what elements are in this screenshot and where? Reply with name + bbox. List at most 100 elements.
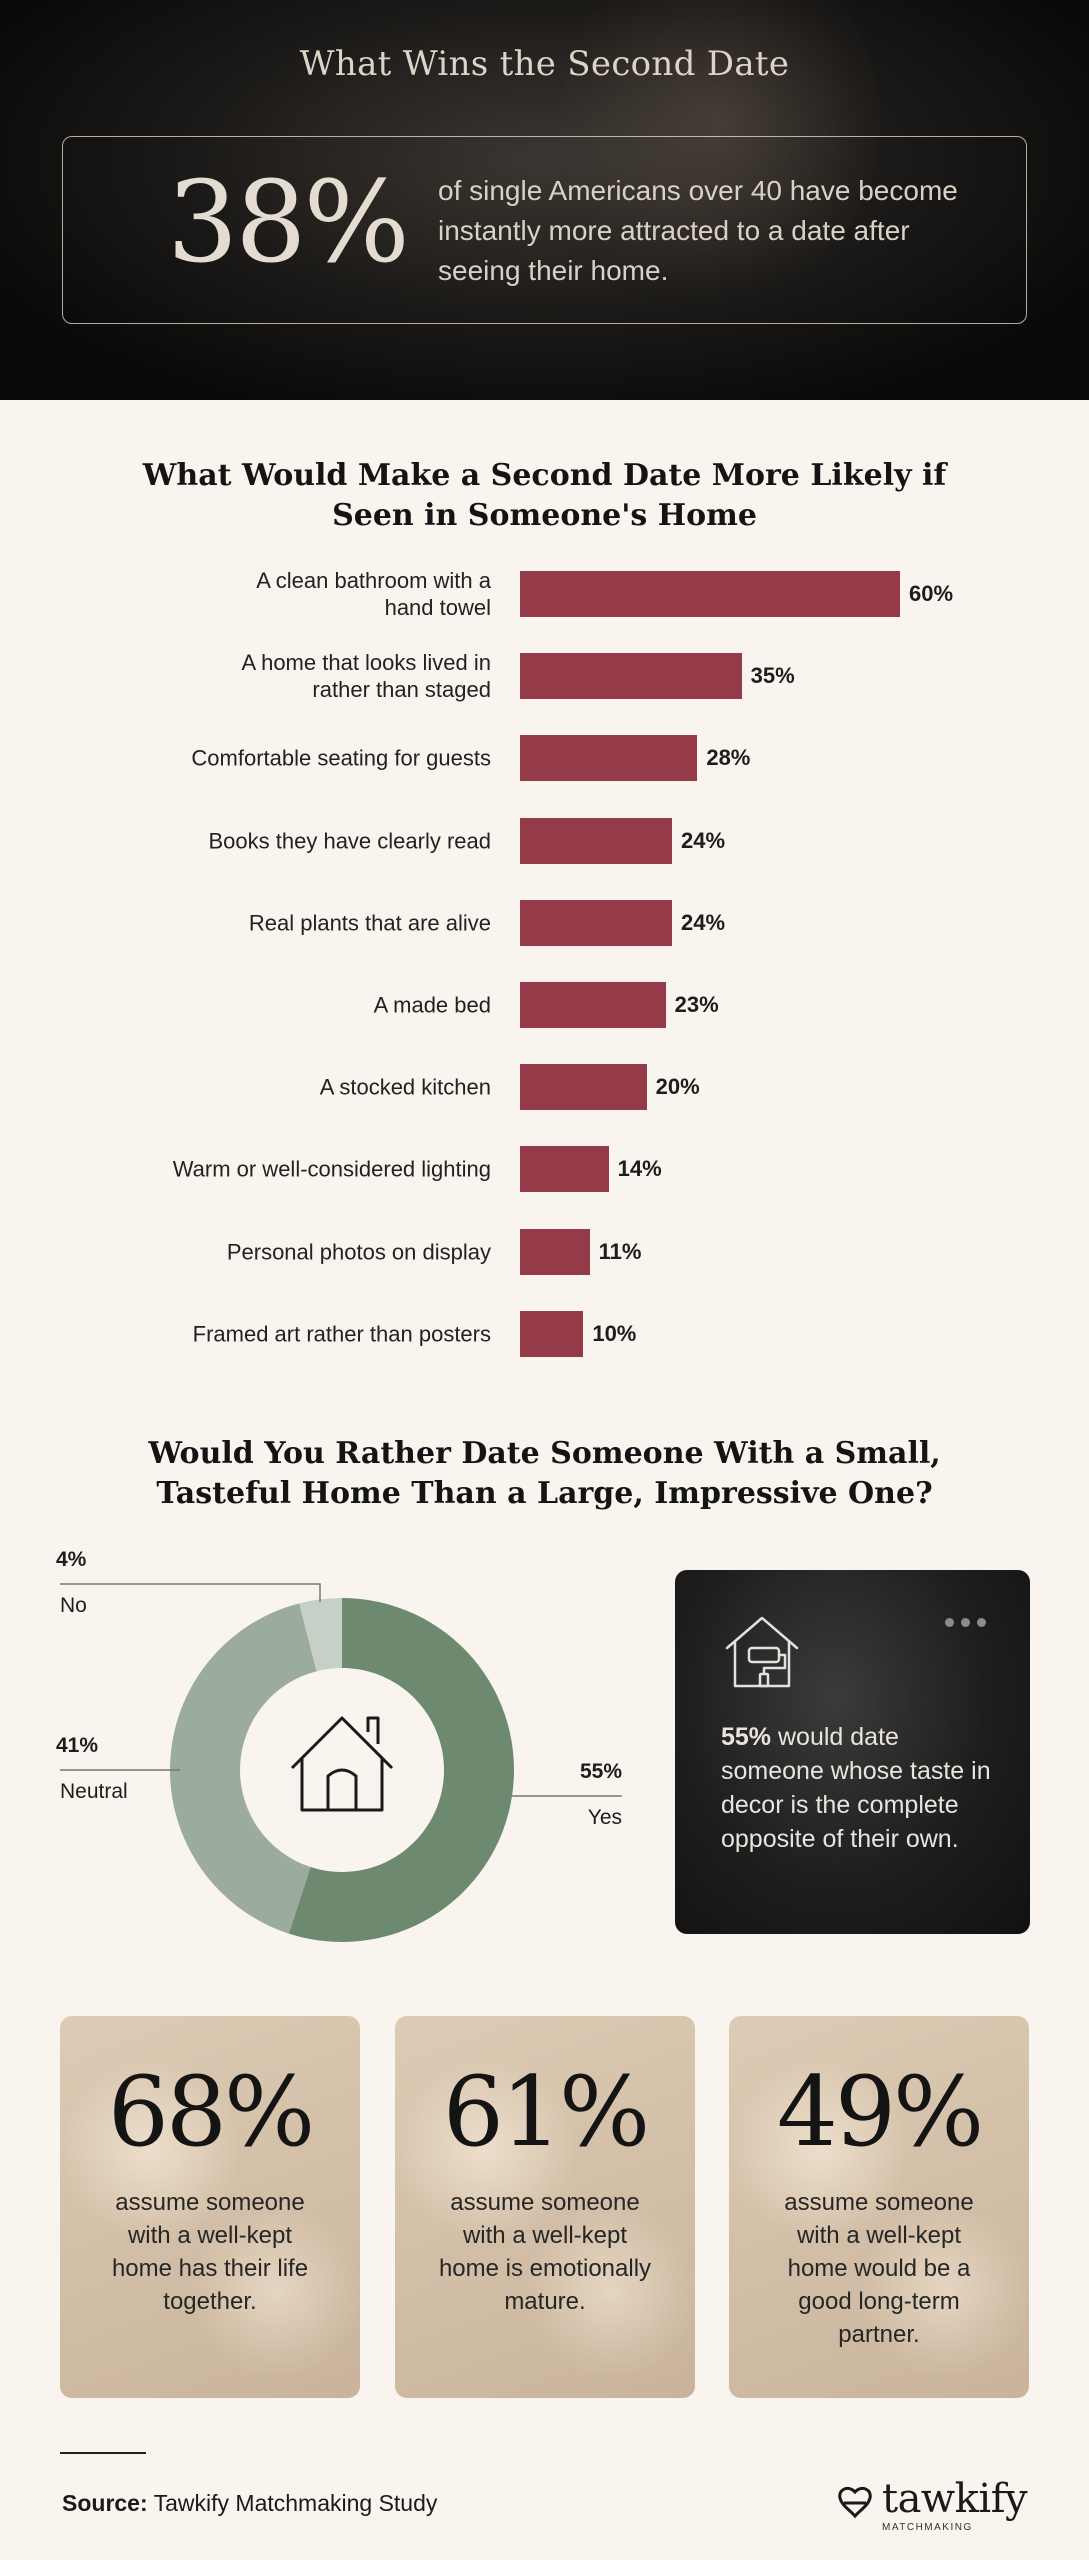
house-paint-roller-icon — [725, 1616, 799, 1688]
bar — [520, 1146, 609, 1193]
bar-category-label-line: A clean bathroom with a — [256, 568, 491, 593]
donut-category-label: Neutral — [60, 1780, 128, 1803]
bar-row: Warm or well-considered lighting 14% — [0, 1139, 1089, 1199]
hero-background-photo — [560, 0, 880, 300]
stat-card-text: assume someone with a well-kept home has… — [111, 2189, 309, 2315]
bar — [520, 571, 900, 617]
bar-category-label-line: hand towel — [384, 595, 491, 620]
bar-category-label-line: Real plants that are alive — [248, 910, 491, 936]
brand-name: tawkify — [882, 2476, 1028, 2522]
bar — [520, 653, 742, 700]
stat-card-life-together: 68% assume someone with a well-kept home… — [60, 2016, 360, 2398]
brand-sub: MATCHMAKING — [882, 2522, 973, 2533]
hero-stat-text: of single Americans over 40 have become … — [438, 175, 958, 286]
donut-category-label: Yes — [588, 1806, 622, 1829]
bar-row: A clean bathroom with a hand towel 60% — [0, 564, 1089, 624]
bar-value-label: 28% — [706, 745, 751, 771]
bar-chart: A clean bathroom with a hand towel 60% A ho… — [0, 560, 1089, 1380]
tawkify-logo-icon — [838, 2486, 872, 2519]
donut-chart-title: Would You Rather Date Someone With a Sma… — [0, 1434, 1089, 1514]
stat-card-value: 61% — [442, 2056, 650, 2168]
bar-category-label-line: Warm or well-considered lighting — [172, 1156, 491, 1182]
stat-card-text: assume someone with a well-kept home is … — [438, 2189, 652, 2315]
donut-slice-no — [299, 1598, 342, 1672]
donut-leader-line — [60, 1583, 321, 1602]
donut-value-label: 4% — [56, 1548, 87, 1571]
source-label: Source: — [62, 2490, 148, 2516]
decor-stat-text: 55% would date someone whose taste in de… — [721, 1720, 1001, 1856]
bar-value-label: 11% — [598, 1238, 642, 1264]
bar-row: A stocked kitchen 20% — [0, 1057, 1089, 1117]
bar-row: Books they have clearly read 24% — [0, 811, 1089, 871]
bar-category-label: A stocked kitchen — [51, 1074, 491, 1101]
hero-stat-box: 38% of single Americans over 40 have bec… — [62, 136, 1027, 324]
bar-category-label-line: A home that looks lived in — [241, 650, 491, 676]
bar-row: A home that looks lived in rather than st… — [0, 646, 1089, 706]
stat-card-emotionally-mature: 61% assume someone with a well-kept home… — [395, 2016, 695, 2398]
bar-category-label: A home that looks lived in rather than st… — [51, 649, 491, 703]
decor-stat-value: 55% — [721, 1723, 772, 1751]
bar — [520, 982, 666, 1028]
bar-category-label-line: Comfortable seating for guests — [191, 745, 491, 771]
donut-chart: 55% Yes 41% Neutral 4% No — [40, 1540, 660, 1970]
bar — [520, 735, 698, 782]
bar-row: Framed art rather than posters 10% — [0, 1304, 1089, 1364]
brand-logo: tawkify MATCHMAKING — [836, 2476, 1036, 2536]
hero-title: What Wins the Second Date — [299, 44, 790, 84]
bar-category-label: Real plants that are alive — [51, 909, 491, 936]
bar — [520, 1228, 590, 1275]
bar — [520, 899, 672, 946]
bar — [520, 1310, 584, 1357]
bar — [520, 1064, 647, 1111]
stat-card-value: 49% — [776, 2056, 984, 2168]
bar-category-label: Personal photos on display — [51, 1238, 491, 1265]
donut-chart-title-line1: Would You Rather Date Someone With a Sma… — [148, 1436, 941, 1471]
stat-card-text: assume someone with a well-kept home wou… — [784, 2189, 974, 2348]
decor-stat-description: would date someone whose taste in decor … — [721, 1723, 991, 1853]
donut-slice-yes — [288, 1598, 514, 1942]
bar-category-label: Warm or well-considered lighting — [51, 1156, 491, 1183]
source-note: Source: Tawkify Matchmaking Study — [62, 2490, 437, 2517]
source-text: Tawkify Matchmaking Study — [147, 2490, 438, 2516]
bar-chart-title-line1: What Would Make a Second Date More Likel… — [142, 458, 947, 493]
more-dots-icon — [938, 1614, 986, 1632]
donut-slice-neutral — [169, 1603, 317, 1934]
bar-category-label: Books they have clearly read — [51, 827, 492, 854]
bar-category-label-line: rather than staged — [312, 677, 491, 703]
donut-category-label: No — [60, 1594, 87, 1617]
bar-value-label: 60% — [909, 581, 954, 606]
bar-category-label-line: A made bed — [373, 992, 491, 1018]
donut-value-label: 55% — [580, 1760, 622, 1783]
bar-value-label: 10% — [592, 1320, 637, 1346]
footer-divider — [60, 2452, 146, 2454]
bar-category-label: Comfortable seating for guests — [51, 745, 491, 772]
bar-category-label: A clean bathroom with a hand towel — [51, 567, 491, 621]
house-icon — [290, 1716, 394, 1812]
stat-card-value: 68% — [107, 2056, 315, 2168]
bar-category-label: A made bed — [51, 992, 491, 1019]
bar-category-label-line: Personal photos on display — [226, 1239, 491, 1265]
bar-value-label: 23% — [674, 992, 719, 1017]
hero-stat: 38% — [167, 158, 410, 288]
bar-chart-title-line2: Seen in Someone's Home — [332, 498, 757, 533]
donut-chart-svg: 55% Yes 41% Neutral 4% No — [56, 1548, 622, 1942]
donut-value-label: 41% — [56, 1734, 98, 1757]
bar-chart-title: What Would Make a Second Date More Likel… — [0, 456, 1089, 536]
decor-stat-card: 55% would date someone whose taste in de… — [675, 1570, 1030, 1934]
bar-category-label: Framed art rather than posters — [51, 1320, 491, 1347]
bar-value-label: 24% — [681, 827, 726, 853]
bar-row: Real plants that are alive 24% — [0, 893, 1089, 953]
bar-category-label-line: Books they have clearly read — [208, 828, 492, 854]
bar-value-label: 14% — [617, 1156, 662, 1182]
bar-category-label-line: Framed art rather than posters — [192, 1321, 491, 1347]
donut-chart-title-line2: Tasteful Home Than a Large, Impressive O… — [156, 1476, 933, 1511]
stat-card-long-term-partner: 49% assume someone with a well-kept home… — [729, 2016, 1029, 2398]
bar-category-label-line: A stocked kitchen — [319, 1074, 491, 1100]
bar-row: Personal photos on display 11% — [0, 1222, 1089, 1282]
bar-value-label: 20% — [655, 1074, 700, 1100]
bar-row: A made bed 23% — [0, 975, 1089, 1035]
bar-value-label: 35% — [750, 663, 795, 689]
bar-value-label: 24% — [681, 909, 726, 935]
bar-row: Comfortable seating for guests 28% — [0, 728, 1089, 788]
hero-banner: What Wins the Second Date 38% of single … — [0, 0, 1089, 400]
